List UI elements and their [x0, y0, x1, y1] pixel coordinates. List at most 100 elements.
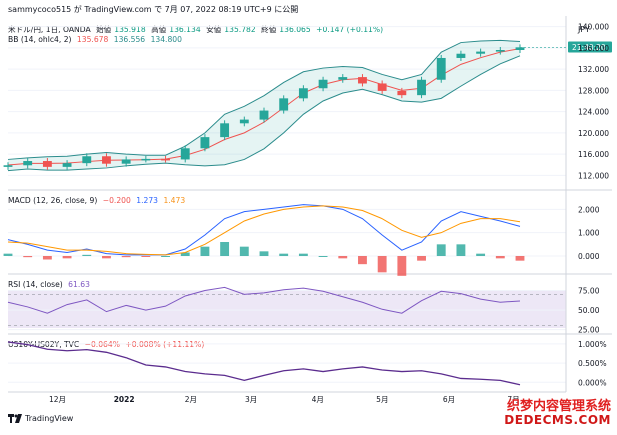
macd-histogram-bar — [121, 256, 131, 258]
symbol-label[interactable]: 米ドル/円, 1日, OANDA — [8, 25, 91, 34]
y-tick-label: 1.000% — [578, 340, 607, 349]
yield-change: +0.008% (+11.11%) — [125, 340, 205, 349]
axes: 140.000 136.000 132.000 128.000 124.000 120.0… — [49, 23, 609, 404]
candle-body — [200, 137, 210, 149]
close-label: 終値 — [261, 25, 277, 34]
candle-body — [180, 148, 190, 160]
y-tick-label: 136.000 — [578, 44, 609, 53]
candle-body — [436, 57, 446, 80]
macd-histogram-bar — [279, 253, 289, 256]
y-tick-label: 120.000 — [578, 129, 609, 138]
bb-fill — [8, 40, 520, 171]
yield-legend: US10Y-US02Y, TVC −0.064% +0.008% (+11.11… — [8, 340, 207, 349]
low-value: 135.782 — [224, 25, 256, 34]
countdown-label: 21:40:20 — [572, 43, 606, 52]
candle-body — [338, 77, 348, 80]
y-tick-label: 75.00 — [578, 286, 600, 295]
y-tick-label: 25.00 — [578, 326, 600, 335]
x-tick-label: 12月 — [49, 395, 66, 404]
bb-upper-line — [7, 39, 521, 160]
y-tick-label: 0.000% — [578, 378, 607, 387]
candle-body — [82, 156, 92, 164]
rsi-value: 61.63 — [68, 280, 90, 289]
macd-label[interactable]: MACD (12, 26, close, 9) — [8, 196, 98, 205]
x-tick-label: 2022 — [114, 395, 135, 404]
yield-label[interactable]: US10Y-US02Y, TVC — [8, 340, 80, 349]
y-tick-label: 132.000 — [578, 65, 609, 74]
candle-body — [476, 51, 486, 54]
candle-body — [417, 79, 426, 96]
price-legend: 米ドル/円, 1日, OANDA 始値 135.918 高値 136.134 安値 1… — [8, 24, 386, 35]
tv-logo-icon — [8, 414, 22, 423]
bb-legend: BB (14, ohlc4, 2) 135.678 136.556 134.80… — [8, 35, 185, 44]
macd-signal-value: 1.473 — [163, 196, 186, 205]
macd-histogram-bar — [180, 252, 190, 256]
candle-body — [397, 90, 407, 96]
macd-histogram-bar — [239, 246, 249, 256]
bb-lower-line — [7, 55, 521, 172]
x-tick-label: 5月 — [376, 395, 388, 404]
bb-upper-value: 136.556 — [113, 35, 146, 44]
macd-histogram-bar — [141, 256, 151, 257]
x-tick-label: 3月 — [245, 395, 257, 404]
rsi-legend: RSI (14, close) 61.63 — [8, 280, 93, 289]
macd-histogram-bar — [82, 254, 92, 256]
candle-body — [358, 77, 367, 84]
yield-spread-line — [7, 341, 521, 386]
macd-histogram-bar — [62, 256, 72, 259]
x-tick-label: 7月 — [507, 395, 519, 404]
signal-line — [7, 205, 521, 256]
candle-body — [141, 158, 151, 161]
macd-histogram-bar — [42, 256, 52, 260]
y-tick-label: 2.000 — [578, 205, 600, 214]
macd-histogram-bar — [23, 256, 33, 258]
y-tick-label: 140.000 — [578, 23, 609, 32]
y-tick-label: 1.000 — [578, 229, 600, 238]
candle-body — [377, 83, 387, 91]
x-tick-label: 4月 — [312, 395, 324, 404]
x-tick-label: 2月 — [185, 395, 197, 404]
candle-body — [456, 53, 466, 58]
y-tick-label: 50.00 — [578, 306, 600, 315]
candle-body — [298, 88, 308, 99]
candle-body — [495, 50, 505, 52]
macd-histogram-bar — [3, 253, 13, 256]
watermark: 织梦内容管理系统 DEDECMS.COM — [504, 399, 611, 428]
close-value: 136.065 — [279, 25, 311, 34]
macd-histogram-bar — [102, 256, 111, 259]
candle-body — [23, 161, 33, 166]
candle-body — [220, 123, 230, 138]
author-line: sammycoco515 が TradingView.com で 7月 07, … — [8, 5, 299, 14]
macd-histogram-bar — [456, 244, 466, 256]
y-tick-label: 0.000 — [578, 252, 600, 261]
chart-marks: 21:40:20 — [3, 39, 612, 386]
rsi-label[interactable]: RSI (14, close) — [8, 280, 63, 289]
grid — [8, 26, 566, 383]
macd-histogram-bar — [417, 256, 426, 261]
change-value: +0.147 (+0.11%) — [316, 25, 384, 34]
macd-histogram-bar — [200, 246, 210, 256]
open-label: 始値 — [96, 25, 112, 34]
y-tick-label: 116.000 — [578, 150, 609, 159]
macd-histogram-bar — [220, 242, 230, 256]
y-tick-label: 128.000 — [578, 86, 609, 95]
low-label: 安値 — [206, 25, 222, 34]
macd-histogram-bar — [358, 256, 367, 265]
candle-body — [42, 161, 52, 167]
macd-histogram-bar — [436, 244, 446, 256]
y-tick-label: 112.000 — [578, 171, 609, 180]
macd-histogram-bar — [161, 256, 170, 257]
bb-label[interactable]: BB (14, ohlc4, 2) — [8, 35, 72, 44]
macd-histogram-bar — [495, 256, 505, 259]
rsi-band — [8, 290, 566, 328]
yield-value: −0.064% — [84, 340, 120, 349]
macd-histogram-bar — [476, 253, 486, 256]
macd-histogram-bar — [397, 256, 407, 276]
tradingview-logo[interactable]: TradingView — [8, 414, 73, 423]
macd-line-value: 1.273 — [136, 196, 159, 205]
candle-body — [3, 165, 13, 167]
macd-legend: MACD (12, 26, close, 9) −0.200 1.273 1.4… — [8, 196, 188, 205]
candle-body — [239, 119, 249, 124]
watermark-line2: DEDECMS.COM — [504, 413, 611, 428]
